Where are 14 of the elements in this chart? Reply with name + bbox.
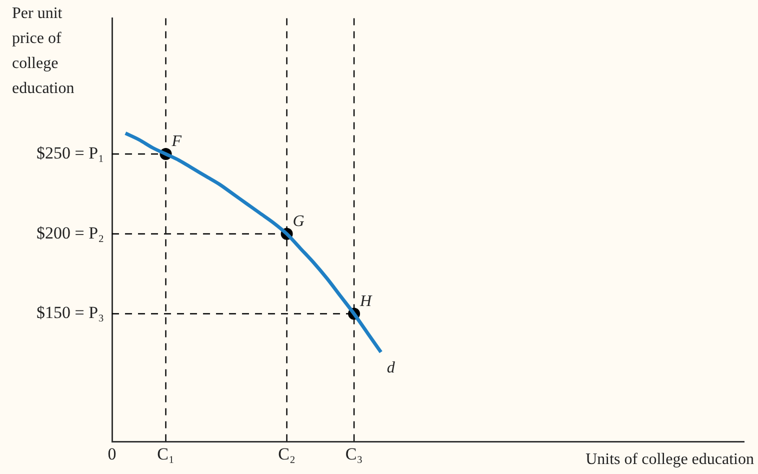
x-tick-label: C₂: [278, 444, 296, 464]
annotation: d: [386, 359, 396, 376]
annotation: F: [170, 133, 182, 150]
x-tick-label: C₃: [345, 444, 363, 464]
annotation: G: [292, 213, 305, 230]
y-tick-label: $150 = P₃: [36, 303, 104, 322]
x-tick-label: C₁: [157, 444, 174, 464]
y-tick-label: $200 = P₂: [36, 223, 104, 242]
x-tick-label: 0: [108, 444, 116, 464]
x-axis-title: Units of college education: [586, 450, 754, 468]
line-series: [124, 131, 383, 354]
y-axis-title: Per unit price of college education: [12, 5, 74, 98]
y-tick-label: $250 = P₁: [36, 143, 104, 162]
annotation: H: [359, 292, 374, 310]
